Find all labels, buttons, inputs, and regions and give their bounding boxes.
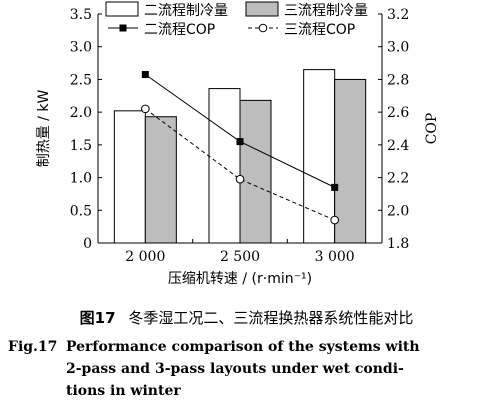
- right-y-tick-label: 2.0: [387, 203, 409, 219]
- bar: [208, 88, 241, 244]
- bar: [334, 78, 367, 244]
- line-point: [330, 215, 339, 225]
- legend-swatch: [105, 1, 139, 17]
- legend-marker: [258, 23, 268, 33]
- right-y-tick-label: 2.8: [387, 72, 409, 88]
- left-y-tick-label: 1.5: [70, 138, 92, 154]
- legend-label: 三流程制冷量: [284, 3, 368, 19]
- figure-number-en: Fig.17: [8, 339, 58, 355]
- figure-title-cn: 冬季湿工况二、三流程换热器系统性能对比: [128, 309, 414, 327]
- figure-number-cn: 图17: [79, 309, 116, 327]
- x-tick-label: 2 000: [125, 249, 165, 265]
- right-y-tick-label: 3.2: [387, 7, 409, 23]
- legend-swatch: [245, 1, 279, 17]
- line-point: [141, 71, 149, 79]
- left-y-tick-label: 3.0: [70, 40, 92, 56]
- bar: [113, 110, 146, 244]
- x-tick-label: 2 500: [220, 249, 260, 265]
- line-point: [236, 138, 244, 146]
- bar: [144, 116, 177, 244]
- x-axis-title: 压缩机转速 / (r·min⁻¹): [168, 271, 312, 287]
- right-y-tick-label: 2.4: [387, 138, 409, 154]
- chart: 0 0.5 1.0 1.5 2.0 2.5 3.0 3.5 1.8 2.0 2.2 2.4 2.6 2.8…: [36, 1, 440, 287]
- figure-title-en-line3: tions in winter: [66, 383, 181, 399]
- right-y-tick-label: 2.2: [387, 171, 409, 187]
- left-y-tick-label: 0.5: [70, 203, 92, 219]
- left-y-tick-label: 2.5: [70, 72, 92, 88]
- left-y-tick-label: 1.0: [70, 171, 92, 187]
- legend-label: 二流程制冷量: [144, 3, 228, 19]
- figure-caption-cn: 图17 冬季湿工况二、三流程换热器系统性能对比: [0, 307, 493, 328]
- figure-title-en-line2: 2-pass and 3-pass layouts under wet cond…: [66, 361, 404, 377]
- y2-axis-title: COP: [424, 113, 440, 145]
- legend-label: 二流程COP: [144, 22, 215, 38]
- bar: [239, 99, 272, 244]
- x-tick-label: 3 000: [315, 249, 355, 265]
- figure-title-en-line1: Performance comparison of the systems wi…: [66, 339, 420, 355]
- line-point: [331, 183, 339, 191]
- legend-marker: [119, 24, 127, 32]
- left-y-tick-label: 0: [83, 236, 92, 252]
- right-y-tick-label: 3.0: [387, 40, 409, 56]
- left-y-tick-label: 3.5: [70, 7, 92, 23]
- y-axis-title: 制热量 / kW: [36, 90, 52, 168]
- right-y-tick-label: 1.8: [387, 236, 409, 252]
- figure-caption-en: Fig.17 Performance comparison of the syst…: [8, 336, 488, 402]
- legend-label: 三流程COP: [284, 22, 355, 38]
- left-y-tick-label: 2.0: [70, 105, 92, 121]
- right-y-tick-label: 2.6: [387, 105, 409, 121]
- line-point: [235, 174, 245, 184]
- bar: [303, 69, 336, 244]
- line-point: [141, 104, 150, 114]
